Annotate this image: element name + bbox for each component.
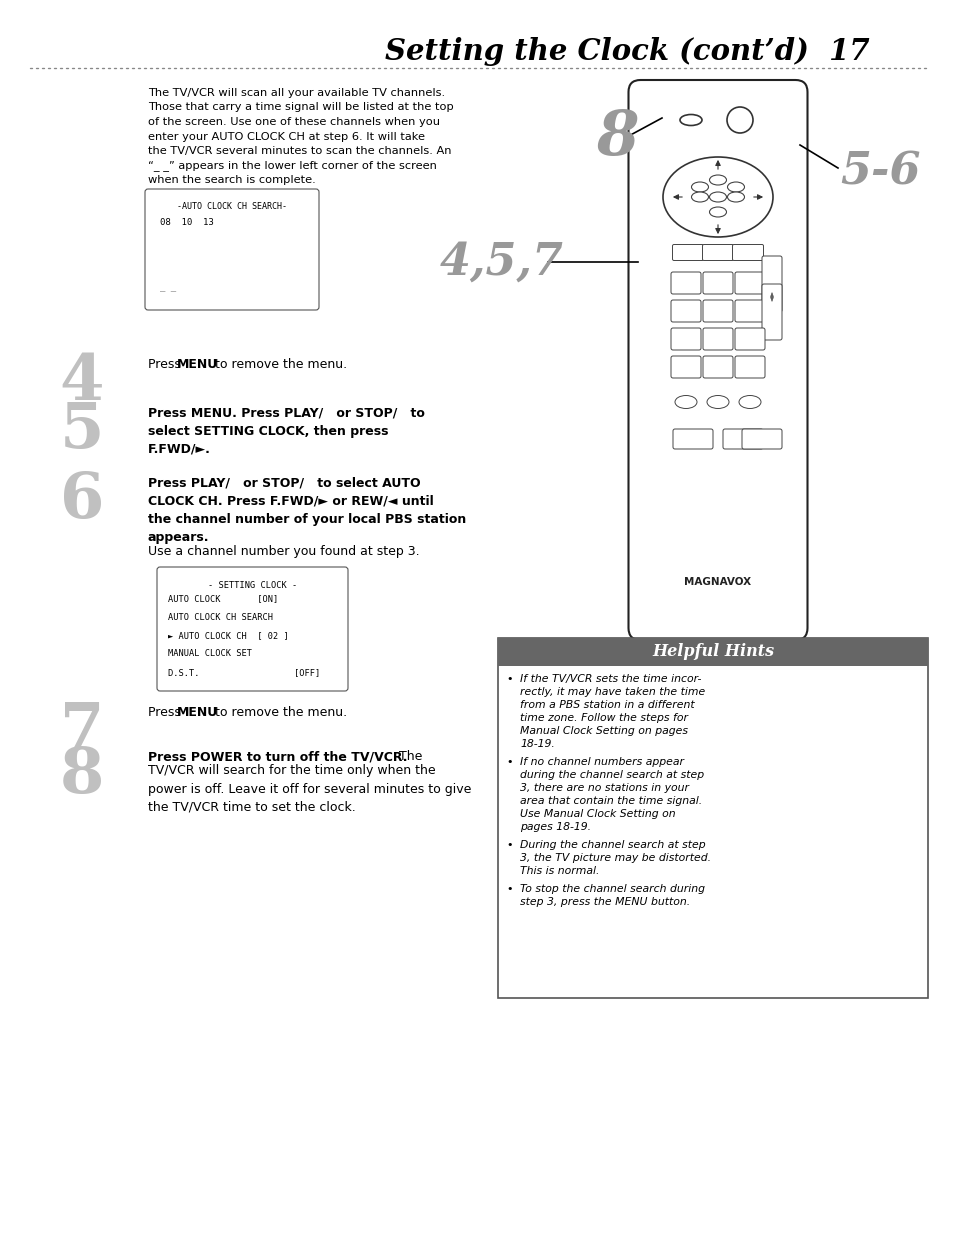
Text: If no channel numbers appear
during the channel search at step
3, there are no s: If no channel numbers appear during the … <box>519 757 703 832</box>
Text: •: • <box>505 884 512 894</box>
Text: MANUAL CLOCK SET: MANUAL CLOCK SET <box>168 650 252 658</box>
FancyBboxPatch shape <box>761 284 781 340</box>
FancyBboxPatch shape <box>702 356 732 378</box>
Circle shape <box>726 107 752 133</box>
Text: 8: 8 <box>596 107 638 168</box>
Text: to remove the menu.: to remove the menu. <box>211 358 347 370</box>
Ellipse shape <box>675 395 697 409</box>
Text: 5-6: 5-6 <box>840 151 920 194</box>
Text: _ _: _ _ <box>160 282 176 291</box>
FancyBboxPatch shape <box>628 80 806 640</box>
Text: to remove the menu.: to remove the menu. <box>211 706 347 719</box>
FancyBboxPatch shape <box>670 356 700 378</box>
Ellipse shape <box>679 115 701 126</box>
Ellipse shape <box>662 157 772 237</box>
Text: 8: 8 <box>60 745 104 806</box>
FancyBboxPatch shape <box>670 272 700 294</box>
FancyBboxPatch shape <box>741 429 781 450</box>
Text: 08  10  13: 08 10 13 <box>160 219 213 227</box>
Text: TV/VCR will search for the time only when the
power is off. Leave it off for sev: TV/VCR will search for the time only whe… <box>148 764 471 814</box>
Text: MAGNAVOX: MAGNAVOX <box>683 577 751 587</box>
Text: •: • <box>505 757 512 767</box>
FancyBboxPatch shape <box>734 272 764 294</box>
Text: If the TV/VCR sets the time incor-
rectly, it may have taken the time
from a PBS: If the TV/VCR sets the time incor- rectl… <box>519 674 704 750</box>
Ellipse shape <box>727 182 743 191</box>
Text: D.S.T.                  [OFF]: D.S.T. [OFF] <box>168 668 320 677</box>
Text: Press PLAY/   or STOP/   to select AUTO
CLOCK CH. Press F.FWD/► or REW/◄ until
t: Press PLAY/ or STOP/ to select AUTO CLOC… <box>148 475 466 545</box>
FancyBboxPatch shape <box>702 329 732 350</box>
FancyBboxPatch shape <box>497 638 927 666</box>
Text: Use a channel number you found at step 3.: Use a channel number you found at step 3… <box>148 545 419 558</box>
Text: •: • <box>505 840 512 850</box>
FancyBboxPatch shape <box>734 356 764 378</box>
Text: 7: 7 <box>60 700 104 761</box>
Ellipse shape <box>709 175 726 185</box>
Text: The: The <box>395 750 422 763</box>
Text: - SETTING CLOCK -: - SETTING CLOCK - <box>208 580 296 590</box>
Ellipse shape <box>709 191 726 203</box>
Text: of the screen. Use one of these channels when you: of the screen. Use one of these channels… <box>148 117 439 127</box>
Ellipse shape <box>727 191 743 203</box>
FancyBboxPatch shape <box>734 300 764 322</box>
Text: To stop the channel search during
step 3, press the MENU button.: To stop the channel search during step 3… <box>519 884 704 906</box>
Text: The TV/VCR will scan all your available TV channels.: The TV/VCR will scan all your available … <box>148 88 445 98</box>
FancyBboxPatch shape <box>672 429 712 450</box>
Ellipse shape <box>691 191 708 203</box>
FancyBboxPatch shape <box>732 245 762 261</box>
FancyBboxPatch shape <box>670 300 700 322</box>
FancyBboxPatch shape <box>702 272 732 294</box>
Text: 4: 4 <box>60 352 104 412</box>
Ellipse shape <box>691 182 708 191</box>
FancyBboxPatch shape <box>497 638 927 998</box>
Text: Those that carry a time signal will be listed at the top: Those that carry a time signal will be l… <box>148 103 454 112</box>
FancyBboxPatch shape <box>701 245 733 261</box>
Ellipse shape <box>739 395 760 409</box>
Ellipse shape <box>706 395 728 409</box>
Text: Press: Press <box>148 358 185 370</box>
Ellipse shape <box>709 207 726 217</box>
Text: •: • <box>505 674 512 684</box>
FancyBboxPatch shape <box>702 300 732 322</box>
Text: 5: 5 <box>60 400 104 461</box>
FancyBboxPatch shape <box>672 245 702 261</box>
Text: 6: 6 <box>60 471 104 531</box>
FancyBboxPatch shape <box>145 189 318 310</box>
Text: MENU: MENU <box>177 706 218 719</box>
FancyBboxPatch shape <box>761 256 781 312</box>
Text: AUTO CLOCK       [ON]: AUTO CLOCK [ON] <box>168 594 278 603</box>
Text: Press: Press <box>148 706 185 719</box>
FancyBboxPatch shape <box>722 429 762 450</box>
Text: the TV/VCR several minutes to scan the channels. An: the TV/VCR several minutes to scan the c… <box>148 146 451 156</box>
Text: Press MENU. Press PLAY/   or STOP/   to
select SETTING CLOCK, then press
F.FWD/►: Press MENU. Press PLAY/ or STOP/ to sele… <box>148 406 424 456</box>
Text: 4,5,7: 4,5,7 <box>439 241 563 284</box>
Text: “_ _” appears in the lower left corner of the screen: “_ _” appears in the lower left corner o… <box>148 161 436 172</box>
Text: Press POWER to turn off the TV/VCR.: Press POWER to turn off the TV/VCR. <box>148 750 407 763</box>
Text: -AUTO CLOCK CH SEARCH-: -AUTO CLOCK CH SEARCH- <box>177 203 287 211</box>
Text: when the search is complete.: when the search is complete. <box>148 175 315 185</box>
Text: enter your AUTO CLOCK CH at step 6. It will take: enter your AUTO CLOCK CH at step 6. It w… <box>148 131 424 142</box>
Text: Setting the Clock (cont’d)  17: Setting the Clock (cont’d) 17 <box>385 37 869 67</box>
FancyBboxPatch shape <box>670 329 700 350</box>
FancyBboxPatch shape <box>157 567 348 692</box>
Text: MENU: MENU <box>177 358 218 370</box>
Text: During the channel search at step
3, the TV picture may be distorted.
This is no: During the channel search at step 3, the… <box>519 840 710 876</box>
Text: AUTO CLOCK CH SEARCH: AUTO CLOCK CH SEARCH <box>168 613 273 621</box>
FancyBboxPatch shape <box>734 329 764 350</box>
Text: ► AUTO CLOCK CH  [ 02 ]: ► AUTO CLOCK CH [ 02 ] <box>168 631 289 640</box>
Text: Helpful Hints: Helpful Hints <box>651 643 773 661</box>
